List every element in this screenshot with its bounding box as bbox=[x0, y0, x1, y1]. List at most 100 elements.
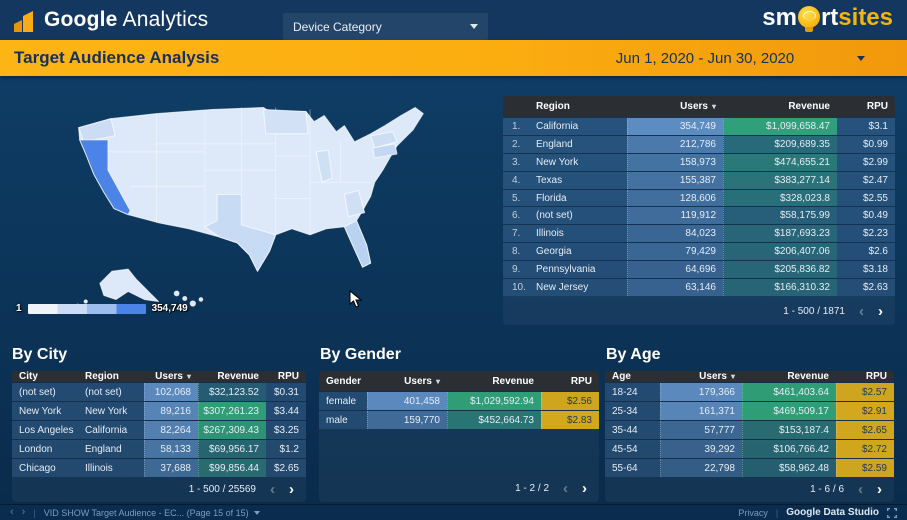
city-cell-region: England bbox=[85, 443, 122, 455]
city-cell-region: California bbox=[85, 424, 128, 436]
city-column-header-revenue[interactable]: Revenue bbox=[217, 371, 259, 382]
city-column-header-rpu[interactable]: RPU bbox=[277, 371, 299, 382]
region-cell-rpu: $3.1 bbox=[868, 120, 888, 132]
footer-prev-page-icon[interactable]: ‹ bbox=[10, 506, 14, 518]
city-next-page-icon[interactable]: › bbox=[289, 481, 294, 498]
hawaii-state[interactable] bbox=[173, 290, 204, 307]
city-table-body: (not set) (not set) 102,068 $32,123.52 $0.31… bbox=[12, 382, 306, 477]
city-table-row[interactable]: (not set) (not set) 102,068 $32,123.52 $0.31 bbox=[12, 382, 306, 401]
region-cell-users: 119,912 bbox=[627, 207, 723, 225]
city-table-row[interactable]: Chicago Illinois 37,688 $99,856.44 $2.65 bbox=[12, 458, 306, 477]
texas-state[interactable] bbox=[204, 193, 277, 272]
florida-state[interactable] bbox=[343, 220, 372, 268]
age-table-row[interactable]: 45-54 39,292 $106,766.42 $2.72 bbox=[605, 439, 894, 458]
region-cell-rpu: $2.55 bbox=[862, 192, 888, 204]
page-title: Target Audience Analysis bbox=[14, 48, 220, 67]
age-column-header-users[interactable]: Users bbox=[660, 371, 742, 382]
region-pagination-label: 1 - 500 / 1871 bbox=[783, 306, 845, 317]
gender-cell-users: 401,458 bbox=[367, 392, 447, 410]
washington-state[interactable] bbox=[78, 118, 116, 143]
age-cell-revenue: $106,766.42 bbox=[742, 440, 836, 458]
region-cell-rpu: $2.47 bbox=[862, 174, 888, 186]
age-column-header-age[interactable]: Age bbox=[612, 371, 631, 382]
city-table-row[interactable]: New York New York 89,216 $307,261.23 $3.44 bbox=[12, 401, 306, 420]
gender-column-header-gender[interactable]: Gender bbox=[326, 375, 362, 387]
gender-pagination: 1 - 2 / 2 ‹ › bbox=[319, 476, 599, 502]
brand-text-sm: sm bbox=[762, 4, 797, 31]
age-column-header-rpu[interactable]: RPU bbox=[865, 371, 887, 382]
region-table-row[interactable]: 8. Georgia 79,429 $206,407.06 $2.6 bbox=[503, 242, 895, 261]
analytics-chart-icon bbox=[14, 11, 33, 32]
gender-table-row[interactable]: male 159,770 $452,664.73 $2.83 bbox=[319, 410, 599, 429]
legend-max-label: 354,749 bbox=[151, 303, 188, 314]
region-table-row[interactable]: 7. Illinois 84,023 $187,693.23 $2.23 bbox=[503, 224, 895, 243]
age-cell-age: 45-54 bbox=[612, 443, 638, 455]
age-next-page-icon[interactable]: › bbox=[877, 481, 882, 498]
region-column-header-rpu[interactable]: RPU bbox=[866, 101, 888, 112]
date-range-picker[interactable]: Jun 1, 2020 - Jun 30, 2020 bbox=[615, 49, 795, 67]
city-table-row[interactable]: London England 58,133 $69,956.17 $1.2 bbox=[12, 439, 306, 458]
gender-column-header-revenue[interactable]: Revenue bbox=[492, 375, 534, 387]
region-cell-revenue: $187,693.23 bbox=[723, 225, 837, 243]
city-cell-rpu: $2.65 bbox=[273, 462, 299, 474]
gender-column-header-users[interactable]: Users bbox=[367, 376, 447, 387]
gender-table-row[interactable]: female 401,458 $1,029,592.94 $2.56 bbox=[319, 391, 599, 410]
region-cell-users: 63,146 bbox=[627, 279, 723, 296]
age-cell-users: 57,777 bbox=[660, 421, 742, 439]
region-column-header-revenue[interactable]: Revenue bbox=[788, 101, 830, 112]
minnesota-state[interactable] bbox=[263, 109, 309, 135]
region-table-body: 1. California 354,749 $1,099,658.47 $3.1 2. En… bbox=[503, 117, 895, 296]
alaska-state[interactable] bbox=[99, 268, 159, 303]
age-column-header-revenue[interactable]: Revenue bbox=[787, 371, 829, 382]
region-prev-page-icon[interactable]: ‹ bbox=[859, 303, 864, 320]
region-cell-users: 79,429 bbox=[627, 243, 723, 261]
fullscreen-icon[interactable] bbox=[887, 507, 897, 518]
region-table-row[interactable]: 5. Florida 128,606 $328,023.8 $2.55 bbox=[503, 188, 895, 207]
region-table-row[interactable]: 3. New York 158,973 $474,655.21 $2.99 bbox=[503, 152, 895, 171]
age-prev-page-icon[interactable]: ‹ bbox=[858, 481, 863, 498]
region-cell-users: 128,606 bbox=[627, 189, 723, 207]
region-table-row[interactable]: 6. (not set) 119,912 $58,175.99 $0.49 bbox=[503, 206, 895, 225]
age-pagination: 1 - 6 / 6 ‹ › bbox=[605, 477, 894, 502]
age-table-row[interactable]: 35-44 57,777 $153,187.4 $2.65 bbox=[605, 420, 894, 439]
region-cell-revenue: $58,175.99 bbox=[723, 207, 837, 225]
age-table-row[interactable]: 55-64 22,798 $58,962.48 $2.59 bbox=[605, 458, 894, 477]
region-table-row[interactable]: 1. California 354,749 $1,099,658.47 $3.1 bbox=[503, 117, 895, 135]
city-column-header-region[interactable]: Region bbox=[85, 371, 119, 382]
pennsylvania-state[interactable] bbox=[372, 143, 398, 159]
age-cell-age: 18-24 bbox=[612, 386, 638, 398]
age-cell-revenue: $153,187.4 bbox=[742, 421, 836, 439]
gender-column-header-rpu[interactable]: RPU bbox=[570, 375, 592, 387]
city-table: City Region Users Revenue RPU (not set)(not … bbox=[12, 371, 306, 502]
city-table-row[interactable]: Los Angeles California 82,264 $267,309.43 $3… bbox=[12, 420, 306, 439]
date-range-chevron-icon[interactable] bbox=[857, 55, 865, 61]
logo-analytics-text: Analytics bbox=[122, 8, 209, 31]
region-column-header-users[interactable]: Users bbox=[627, 101, 723, 112]
report-tab-selector[interactable]: VID SHOW Target Audience - EC... (Page 1… bbox=[44, 508, 260, 518]
device-category-dropdown[interactable]: Device Category bbox=[283, 13, 488, 40]
google-data-studio-link[interactable]: Google Data Studio bbox=[786, 507, 879, 518]
new-york-state[interactable] bbox=[370, 131, 398, 149]
age-table-row[interactable]: 25-34 161,371 $469,509.17 $2.91 bbox=[605, 401, 894, 420]
region-column-header-region[interactable]: Region bbox=[536, 101, 570, 112]
gender-prev-page-icon[interactable]: ‹ bbox=[563, 480, 568, 497]
region-table-row[interactable]: 2. England 212,786 $209,689.35 $0.99 bbox=[503, 134, 895, 153]
georgia-state[interactable] bbox=[343, 189, 366, 218]
region-table-row[interactable]: 4. Texas 155,387 $383,277.14 $2.47 bbox=[503, 170, 895, 189]
geo-map[interactable]: 1 354,749 bbox=[15, 85, 500, 323]
region-next-page-icon[interactable]: › bbox=[878, 303, 883, 320]
illinois-state[interactable] bbox=[315, 149, 333, 183]
region-table-row[interactable]: 9. Pennsylvania 64,696 $205,836.82 $3.18 bbox=[503, 260, 895, 279]
age-cell-rpu: $2.59 bbox=[836, 459, 894, 477]
age-cell-rpu: $2.65 bbox=[836, 421, 894, 439]
california-state[interactable] bbox=[79, 139, 131, 216]
us-map[interactable] bbox=[15, 85, 500, 323]
city-column-header-users[interactable]: Users bbox=[144, 371, 198, 382]
age-table-row[interactable]: 18-24 179,366 $461,403.64 $2.57 bbox=[605, 382, 894, 401]
privacy-link[interactable]: Privacy bbox=[738, 507, 768, 518]
footer-next-page-icon[interactable]: › bbox=[21, 506, 26, 518]
city-column-header-city[interactable]: City bbox=[19, 371, 38, 382]
city-prev-page-icon[interactable]: ‹ bbox=[270, 481, 275, 498]
gender-next-page-icon[interactable]: › bbox=[582, 480, 587, 497]
region-table-row[interactable]: 10. New Jersey 63,146 $166,310.32 $2.63 bbox=[503, 278, 895, 296]
